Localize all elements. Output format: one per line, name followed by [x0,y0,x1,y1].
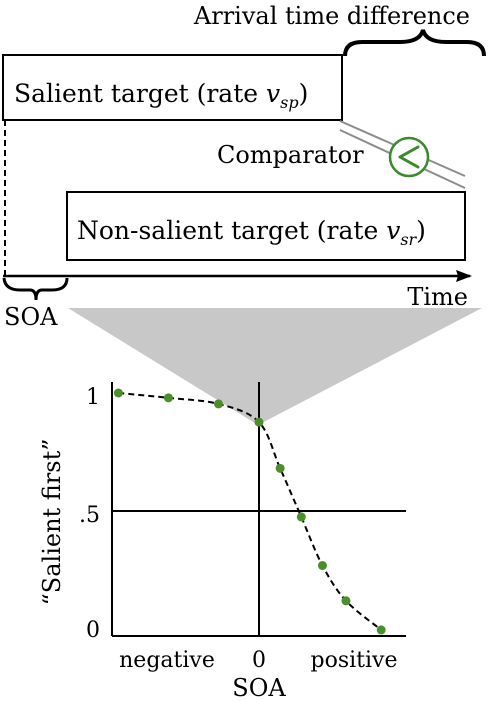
nonsalient-target-label: Non-salient target (rate vsr) [77,216,426,249]
x-tick-label-zero: 0 [252,648,266,673]
soa-label: SOA [4,303,58,331]
data-point-4 [275,463,285,473]
data-point-7 [341,596,351,606]
arrival-brace [343,29,486,57]
comparator-circle [388,136,430,178]
salient-target-label: Salient target (rate vsp) [14,79,308,112]
data-point-6 [317,561,327,571]
time-axis-arrowhead [456,270,472,282]
y-tick-label-0: 0 [86,618,100,643]
nonsalient-target-box [66,191,466,261]
psychometric-chart: 1 .5 0 “Salient first” negative 0 positi… [38,382,406,701]
time-axis-label: Time [407,283,468,311]
fitted-curve [118,392,382,631]
data-points [113,388,386,635]
data-point-3 [254,417,264,427]
soa-brace [2,277,69,301]
data-point-8 [376,625,386,635]
comparator-less-than-icon [398,145,420,169]
data-point-2 [213,399,223,409]
x-tick-label-negative: negative [119,648,215,673]
y-tick-label-half: .5 [79,503,100,528]
x-axis-label: SOA [232,674,286,701]
data-point-0 [113,388,123,398]
x-tick-label-positive: positive [311,648,398,673]
data-point-5 [296,512,306,522]
data-point-1 [163,393,173,403]
y-axis-label: “Salient first” [38,438,66,605]
salient-target-box [2,54,343,121]
comparator-label: Comparator [217,141,364,169]
arrival-time-label: Arrival time difference [193,2,470,30]
zoom-funnel [68,308,482,425]
y-tick-label-1: 1 [86,385,100,410]
